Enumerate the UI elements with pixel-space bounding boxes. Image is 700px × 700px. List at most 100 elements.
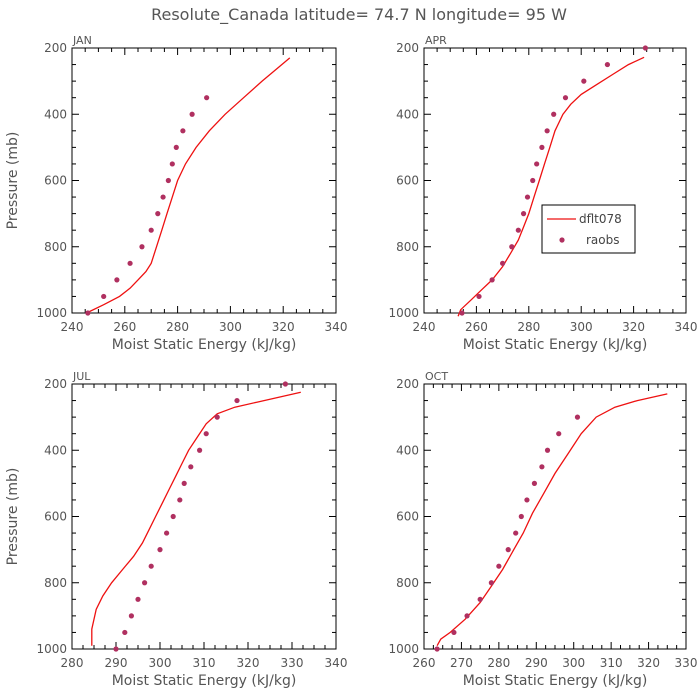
data-point-raobs [434,646,440,652]
x-tick-label: 290 [525,656,548,670]
data-point-raobs [177,497,183,503]
x-tick-label: 300 [570,320,593,334]
data-point-raobs [142,580,148,586]
y-tick-label: 600 [44,174,67,188]
data-point-raobs [459,310,465,316]
y-tick-label: 800 [396,576,419,590]
x-tick-label: 270 [450,656,473,670]
y-tick-label: 400 [44,443,67,457]
y-tick-label: 400 [396,107,419,121]
data-point-raobs [581,78,587,84]
data-point-raobs [188,464,194,470]
data-point-raobs [509,244,515,250]
series-line-dflt078 [86,57,291,314]
data-point-raobs [551,111,557,117]
y-tick-label: 1000 [388,642,419,656]
panel-apr: 240 260 280 300 320 340 1000 800 600 400 200 Moist … [388,34,697,353]
plot-frame-jul [71,383,337,650]
x-tick-label: 260 [465,320,488,334]
y-tick-label: 1000 [388,306,419,320]
x-tick-label: 280 [487,656,510,670]
x-axis-label: Moist Static Energy (kJ/kg) [112,673,297,689]
x-axis-label: Moist Static Energy (kJ/kg) [463,337,648,353]
data-point-raobs [534,161,540,167]
x-tick-label: 340 [325,656,348,670]
x-tick-label: 300 [562,656,585,670]
data-point-raobs [544,447,551,453]
x-tick-label: 280 [61,656,84,670]
data-point-raobs [101,293,107,300]
y-axis-label: Pressure (mb) [5,132,21,230]
data-point-raobs [500,260,506,266]
panel-label: JUL [72,370,91,383]
y-tick-label: 400 [44,107,67,121]
x-tick-label: 260 [113,320,136,334]
y-tick-label: 800 [44,576,67,590]
data-point-raobs [496,563,502,569]
data-point-raobs [165,177,171,184]
data-point-raobs [197,447,203,453]
x-tick-label: 300 [219,320,242,334]
data-point-raobs [139,244,145,250]
data-point-raobs [531,480,538,486]
x-tick-label: 260 [413,656,436,670]
data-point-raobs [234,397,240,404]
data-point-raobs [204,95,210,101]
panels: 240 260 280 300 320 340 1000 800 600 400 200 Moist … [5,34,697,689]
y-tick-label: 200 [396,377,419,391]
x-tick-label: 240 [413,320,436,334]
series-line-dflt078 [91,391,301,646]
data-point-raobs [164,530,170,536]
legend-label-model: dflt078 [579,212,622,226]
legend-box [541,204,636,254]
data-point-raobs [642,45,648,51]
y-tick-label: 200 [44,377,67,391]
panel-label: APR [425,34,447,47]
data-point-raobs [282,381,288,387]
data-point-raobs [127,260,133,266]
data-point-raobs [135,596,141,602]
y-tick-label: 600 [396,174,419,188]
data-point-raobs [169,161,175,167]
data-point-raobs [544,128,550,134]
data-point-raobs [155,211,161,217]
data-point-raobs [180,128,186,134]
data-point-raobs [488,580,494,586]
series-line-dflt078 [457,56,645,317]
plot-frame-apr [423,47,687,314]
data-point-raobs [515,227,521,233]
data-point-raobs [464,613,470,619]
data-point-raobs [113,646,119,652]
legend-marker-swatch [559,237,565,243]
data-point-raobs [148,563,154,569]
figure-title: Resolute_Canada latitude= 74.7 N longitu… [151,5,567,25]
y-tick-label: 600 [396,510,419,524]
y-axis-label: Pressure (mb) [5,468,21,566]
data-point-raobs [520,211,527,217]
x-tick-label: 330 [675,656,698,670]
data-point-raobs [530,177,536,184]
data-point-raobs [85,310,91,316]
y-tick-label: 800 [44,240,67,254]
data-point-raobs [489,277,495,283]
y-tick-label: 600 [44,510,67,524]
y-tick-label: 400 [396,443,419,457]
x-tick-label: 320 [622,320,645,334]
panel-label: JAN [72,34,92,47]
y-tick-label: 1000 [36,306,67,320]
data-point-raobs [518,513,524,520]
data-point-raobs [524,194,531,200]
data-point-raobs [148,227,154,233]
data-point-raobs [214,414,220,420]
plot-frame-jan [71,47,337,314]
x-tick-label: 320 [237,656,260,670]
data-point-raobs [539,144,545,150]
series-line-dflt078 [436,393,668,647]
data-point-raobs [203,431,209,437]
data-point-raobs [451,629,457,636]
data-point-raobs [604,61,611,68]
data-point-raobs [476,293,482,300]
data-point-raobs [128,613,134,619]
x-tick-label: 310 [600,656,623,670]
